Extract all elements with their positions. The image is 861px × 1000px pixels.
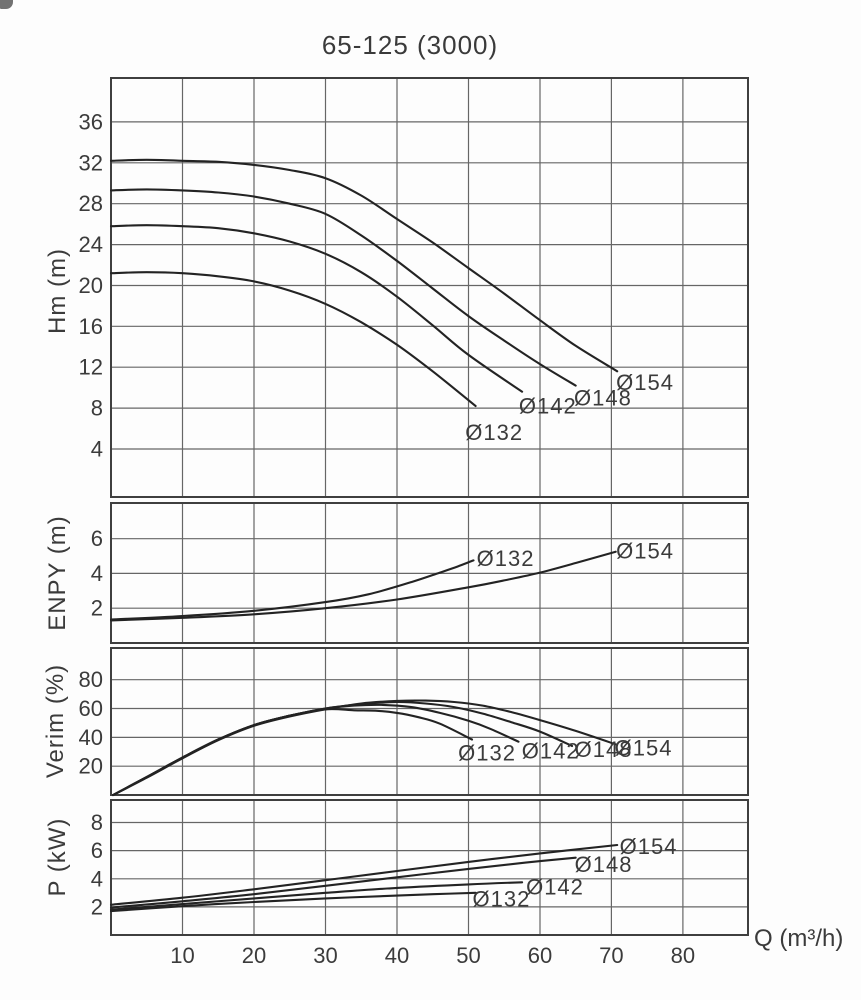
x-tick-label: 40 xyxy=(385,943,409,968)
curve-power-142 xyxy=(109,881,524,911)
curve-label-npsh-132: Ø132 xyxy=(477,546,535,571)
chart-title: 65-125 (3000) xyxy=(321,30,499,60)
x-tick-label: 70 xyxy=(599,943,623,968)
x-tick-label: 20 xyxy=(242,943,266,968)
curve-label-head-154: Ø154 xyxy=(616,370,674,395)
curve-label-head-142: Ø142 xyxy=(519,393,577,418)
panel-border-power xyxy=(110,799,749,936)
curve-label-efficiency-142: Ø142 xyxy=(522,738,580,763)
y-tick-label: 4 xyxy=(91,436,103,461)
curve-label-power-132: Ø132 xyxy=(472,887,530,912)
x-tick-label: 80 xyxy=(671,943,695,968)
curve-label-power-154: Ø154 xyxy=(620,834,678,859)
y-tick-label: 6 xyxy=(91,838,103,863)
curve-efficiency-132 xyxy=(112,707,474,797)
curve-label-power-148: Ø148 xyxy=(575,852,633,877)
x-tick-label: 50 xyxy=(456,943,480,968)
x-tick-label: 30 xyxy=(313,943,337,968)
curve-power-148 xyxy=(109,856,577,909)
curve-label-efficiency-148: Ø148 xyxy=(575,737,633,762)
panel-border-head xyxy=(110,77,749,498)
y-tick-label: 16 xyxy=(79,314,103,339)
y-tick-label: 4 xyxy=(91,866,103,891)
panel-border-efficiency xyxy=(110,647,749,796)
curve-label-npsh-154: Ø154 xyxy=(616,538,674,563)
y-tick-label: 2 xyxy=(91,894,103,919)
x-axis-title: Q (m³/h) xyxy=(754,925,844,952)
curve-label-head-132: Ø132 xyxy=(465,420,523,445)
y-tick-label: 60 xyxy=(79,696,103,721)
y-tick-label: 24 xyxy=(79,232,103,257)
curve-head-132 xyxy=(109,271,477,408)
y-tick-label: 32 xyxy=(79,150,103,175)
y-tick-label: 6 xyxy=(91,526,103,551)
y-tick-label: 40 xyxy=(79,725,103,750)
curve-label-power-142: Ø142 xyxy=(526,875,584,900)
curve-head-142 xyxy=(109,224,524,393)
y-tick-label: 8 xyxy=(91,396,103,421)
scan-artifact xyxy=(0,0,13,9)
panel-border-npsh xyxy=(110,502,749,644)
y-tick-label: 4 xyxy=(91,561,103,586)
y-tick-label: 2 xyxy=(91,596,103,621)
y-tick-label: 8 xyxy=(91,810,103,835)
y-tick-label: 20 xyxy=(79,754,103,779)
curve-label-efficiency-132: Ø132 xyxy=(458,740,516,765)
curve-power-154 xyxy=(109,843,619,906)
curve-npsh-132 xyxy=(109,559,475,621)
curve-label-efficiency-154: Ø154 xyxy=(615,735,673,760)
curve-npsh-154 xyxy=(109,550,617,622)
x-tick-label: 10 xyxy=(170,943,194,968)
y-tick-label: 20 xyxy=(79,273,103,298)
y-tick-label: 80 xyxy=(79,667,103,692)
curve-power-132 xyxy=(109,891,477,913)
y-tick-label: 12 xyxy=(79,355,103,380)
x-tick-label: 60 xyxy=(528,943,552,968)
curve-head-154 xyxy=(109,158,619,373)
curve-head-148 xyxy=(109,188,577,387)
y-tick-label: 28 xyxy=(79,191,103,216)
y-tick-label: 36 xyxy=(79,109,103,134)
curve-label-head-148: Ø148 xyxy=(574,385,632,410)
